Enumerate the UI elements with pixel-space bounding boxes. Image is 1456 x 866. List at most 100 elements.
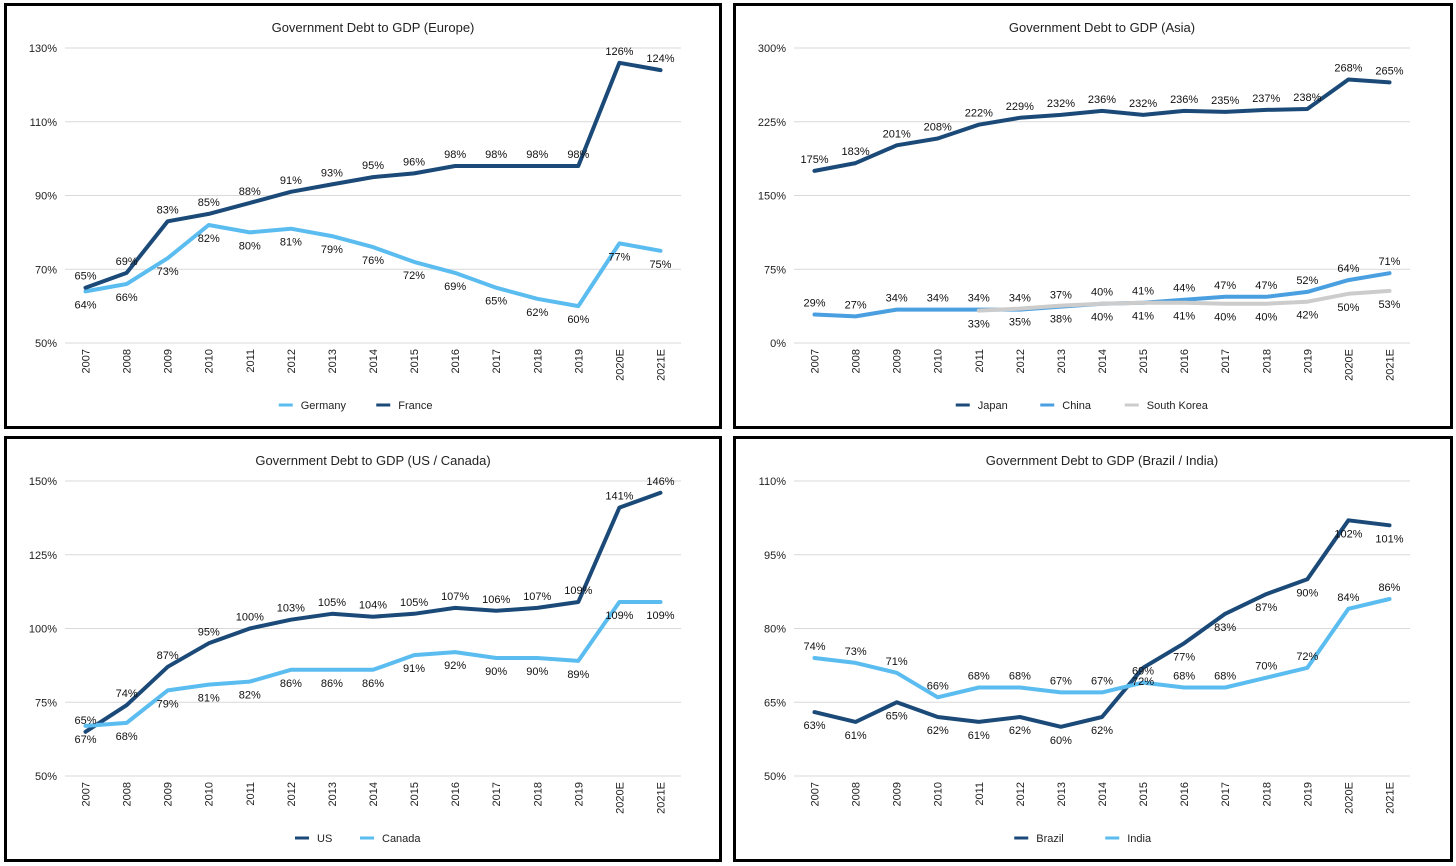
x-tick-label: 2007 <box>810 349 822 373</box>
data-label: 124% <box>646 53 674 65</box>
y-tick-label: 100% <box>29 624 57 636</box>
data-label: 268% <box>1334 62 1362 74</box>
data-label: 82% <box>198 233 220 245</box>
x-tick-label: 2008 <box>122 349 134 373</box>
data-label: 77% <box>608 251 630 263</box>
data-label: 62% <box>1009 725 1031 737</box>
chart-svg-us-canada: Government Debt to GDP (US / Canada) 50% 7… <box>29 453 681 845</box>
x-tick-label: 2018 <box>532 782 544 806</box>
data-label: 37% <box>1050 290 1072 302</box>
data-label: 73% <box>157 266 179 278</box>
data-label: 91% <box>403 663 425 675</box>
data-label: 76% <box>362 255 384 267</box>
data-label: 44% <box>1173 283 1195 295</box>
data-label: 90% <box>1296 587 1318 599</box>
data-label: 101% <box>1375 533 1403 545</box>
data-label: 175% <box>800 154 828 166</box>
x-tick-label: 2019 <box>573 349 585 373</box>
data-label: 62% <box>927 725 949 737</box>
data-label: 69% <box>116 256 138 268</box>
chart-svg-brazil-india: Government Debt to GDP (Brazil / India) 5… <box>759 453 1410 845</box>
data-label: 238% <box>1293 92 1321 104</box>
data-label: 105% <box>318 597 346 609</box>
data-label: 72% <box>1132 676 1154 688</box>
legend-entry: Brazil <box>1036 833 1064 845</box>
data-label: 102% <box>1334 528 1362 540</box>
data-label: 63% <box>804 720 826 732</box>
y-tick-label: 110% <box>30 117 58 129</box>
data-label: 68% <box>1173 671 1195 683</box>
data-label: 72% <box>403 270 425 282</box>
data-label: 100% <box>236 612 264 624</box>
data-label: 34% <box>886 293 908 305</box>
y-tick-label: 150% <box>29 476 57 488</box>
data-label: 83% <box>1214 622 1236 634</box>
data-label: 92% <box>444 660 466 672</box>
legend-entry: China <box>1062 400 1092 412</box>
series-line-germany <box>83 223 663 309</box>
chart-panel-europe: Government Debt to GDP (Europe) 50% 70% 90%… <box>4 3 722 429</box>
x-tick-label: 2007 <box>81 782 93 806</box>
x-tick-label: 2017 <box>1220 782 1232 806</box>
data-label: 34% <box>927 293 949 305</box>
data-label: 47% <box>1214 280 1236 292</box>
data-label: 66% <box>116 292 138 304</box>
data-label: 93% <box>321 167 343 179</box>
data-label: 68% <box>968 671 990 683</box>
x-tick-label: 2020E <box>614 782 626 814</box>
data-label: 95% <box>198 626 220 638</box>
y-tick-label: 75% <box>35 697 57 709</box>
data-label: 86% <box>280 678 302 690</box>
data-label: 98% <box>567 149 589 161</box>
data-label: 62% <box>526 307 548 319</box>
x-tick-label: 2018 <box>532 349 544 373</box>
data-label: 83% <box>157 204 179 216</box>
legend-entry: South Korea <box>1147 400 1209 412</box>
data-label: 183% <box>842 146 870 158</box>
data-label: 95% <box>362 160 384 172</box>
data-label: 41% <box>1132 286 1154 298</box>
x-tick-label: 2015 <box>409 782 421 806</box>
y-tick-label: 90% <box>35 191 57 203</box>
data-label: 201% <box>883 128 911 140</box>
x-tick-label: 2017 <box>491 349 503 373</box>
data-label: 34% <box>1009 293 1031 305</box>
x-tick-label: 2013 <box>1056 349 1068 373</box>
data-label: 232% <box>1047 98 1075 110</box>
chart-svg-europe: Government Debt to GDP (Europe) 50% 70% 90%… <box>29 20 681 412</box>
data-label: 222% <box>965 108 993 120</box>
x-tick-label: 2015 <box>1138 782 1150 806</box>
x-tick-label: 2007 <box>810 782 822 806</box>
x-tick-label: 2010 <box>933 349 945 373</box>
legend-entry: Germany <box>301 400 347 412</box>
x-tick-label: 2014 <box>368 782 380 806</box>
x-tick-label: 2021E <box>1384 782 1396 814</box>
data-label: 84% <box>1337 592 1359 604</box>
chart-svg-asia: Government Debt to GDP (Asia) 0% 75% 150% 22… <box>758 20 1410 412</box>
data-label: 109% <box>646 610 674 622</box>
data-label: 65% <box>485 296 507 308</box>
x-tick-label: 2018 <box>1261 782 1273 806</box>
x-tick-label: 2018 <box>1261 349 1273 373</box>
data-label: 98% <box>526 149 548 161</box>
data-label: 85% <box>198 197 220 209</box>
x-tick-label: 2013 <box>327 349 339 373</box>
series-line-brazil <box>812 518 1392 729</box>
data-label: 52% <box>1296 275 1318 287</box>
x-tick-label: 2012 <box>1015 782 1027 806</box>
data-label: 67% <box>1091 675 1113 687</box>
series-line-india <box>812 597 1392 700</box>
x-tick-label: 2008 <box>851 349 863 373</box>
data-label: 40% <box>1091 287 1113 299</box>
series-line-us <box>83 490 663 734</box>
data-label: 80% <box>239 240 261 252</box>
data-label: 61% <box>845 730 867 742</box>
x-tick-label: 2013 <box>1056 782 1068 806</box>
x-tick-label: 2009 <box>892 349 904 373</box>
data-label: 33% <box>968 319 990 331</box>
data-label: 74% <box>804 641 826 653</box>
series-line-japan <box>812 77 1392 173</box>
data-label: 89% <box>567 669 589 681</box>
chart-title: Government Debt to GDP (Brazil / India) <box>986 453 1218 468</box>
x-tick-label: 2011 <box>974 349 986 373</box>
